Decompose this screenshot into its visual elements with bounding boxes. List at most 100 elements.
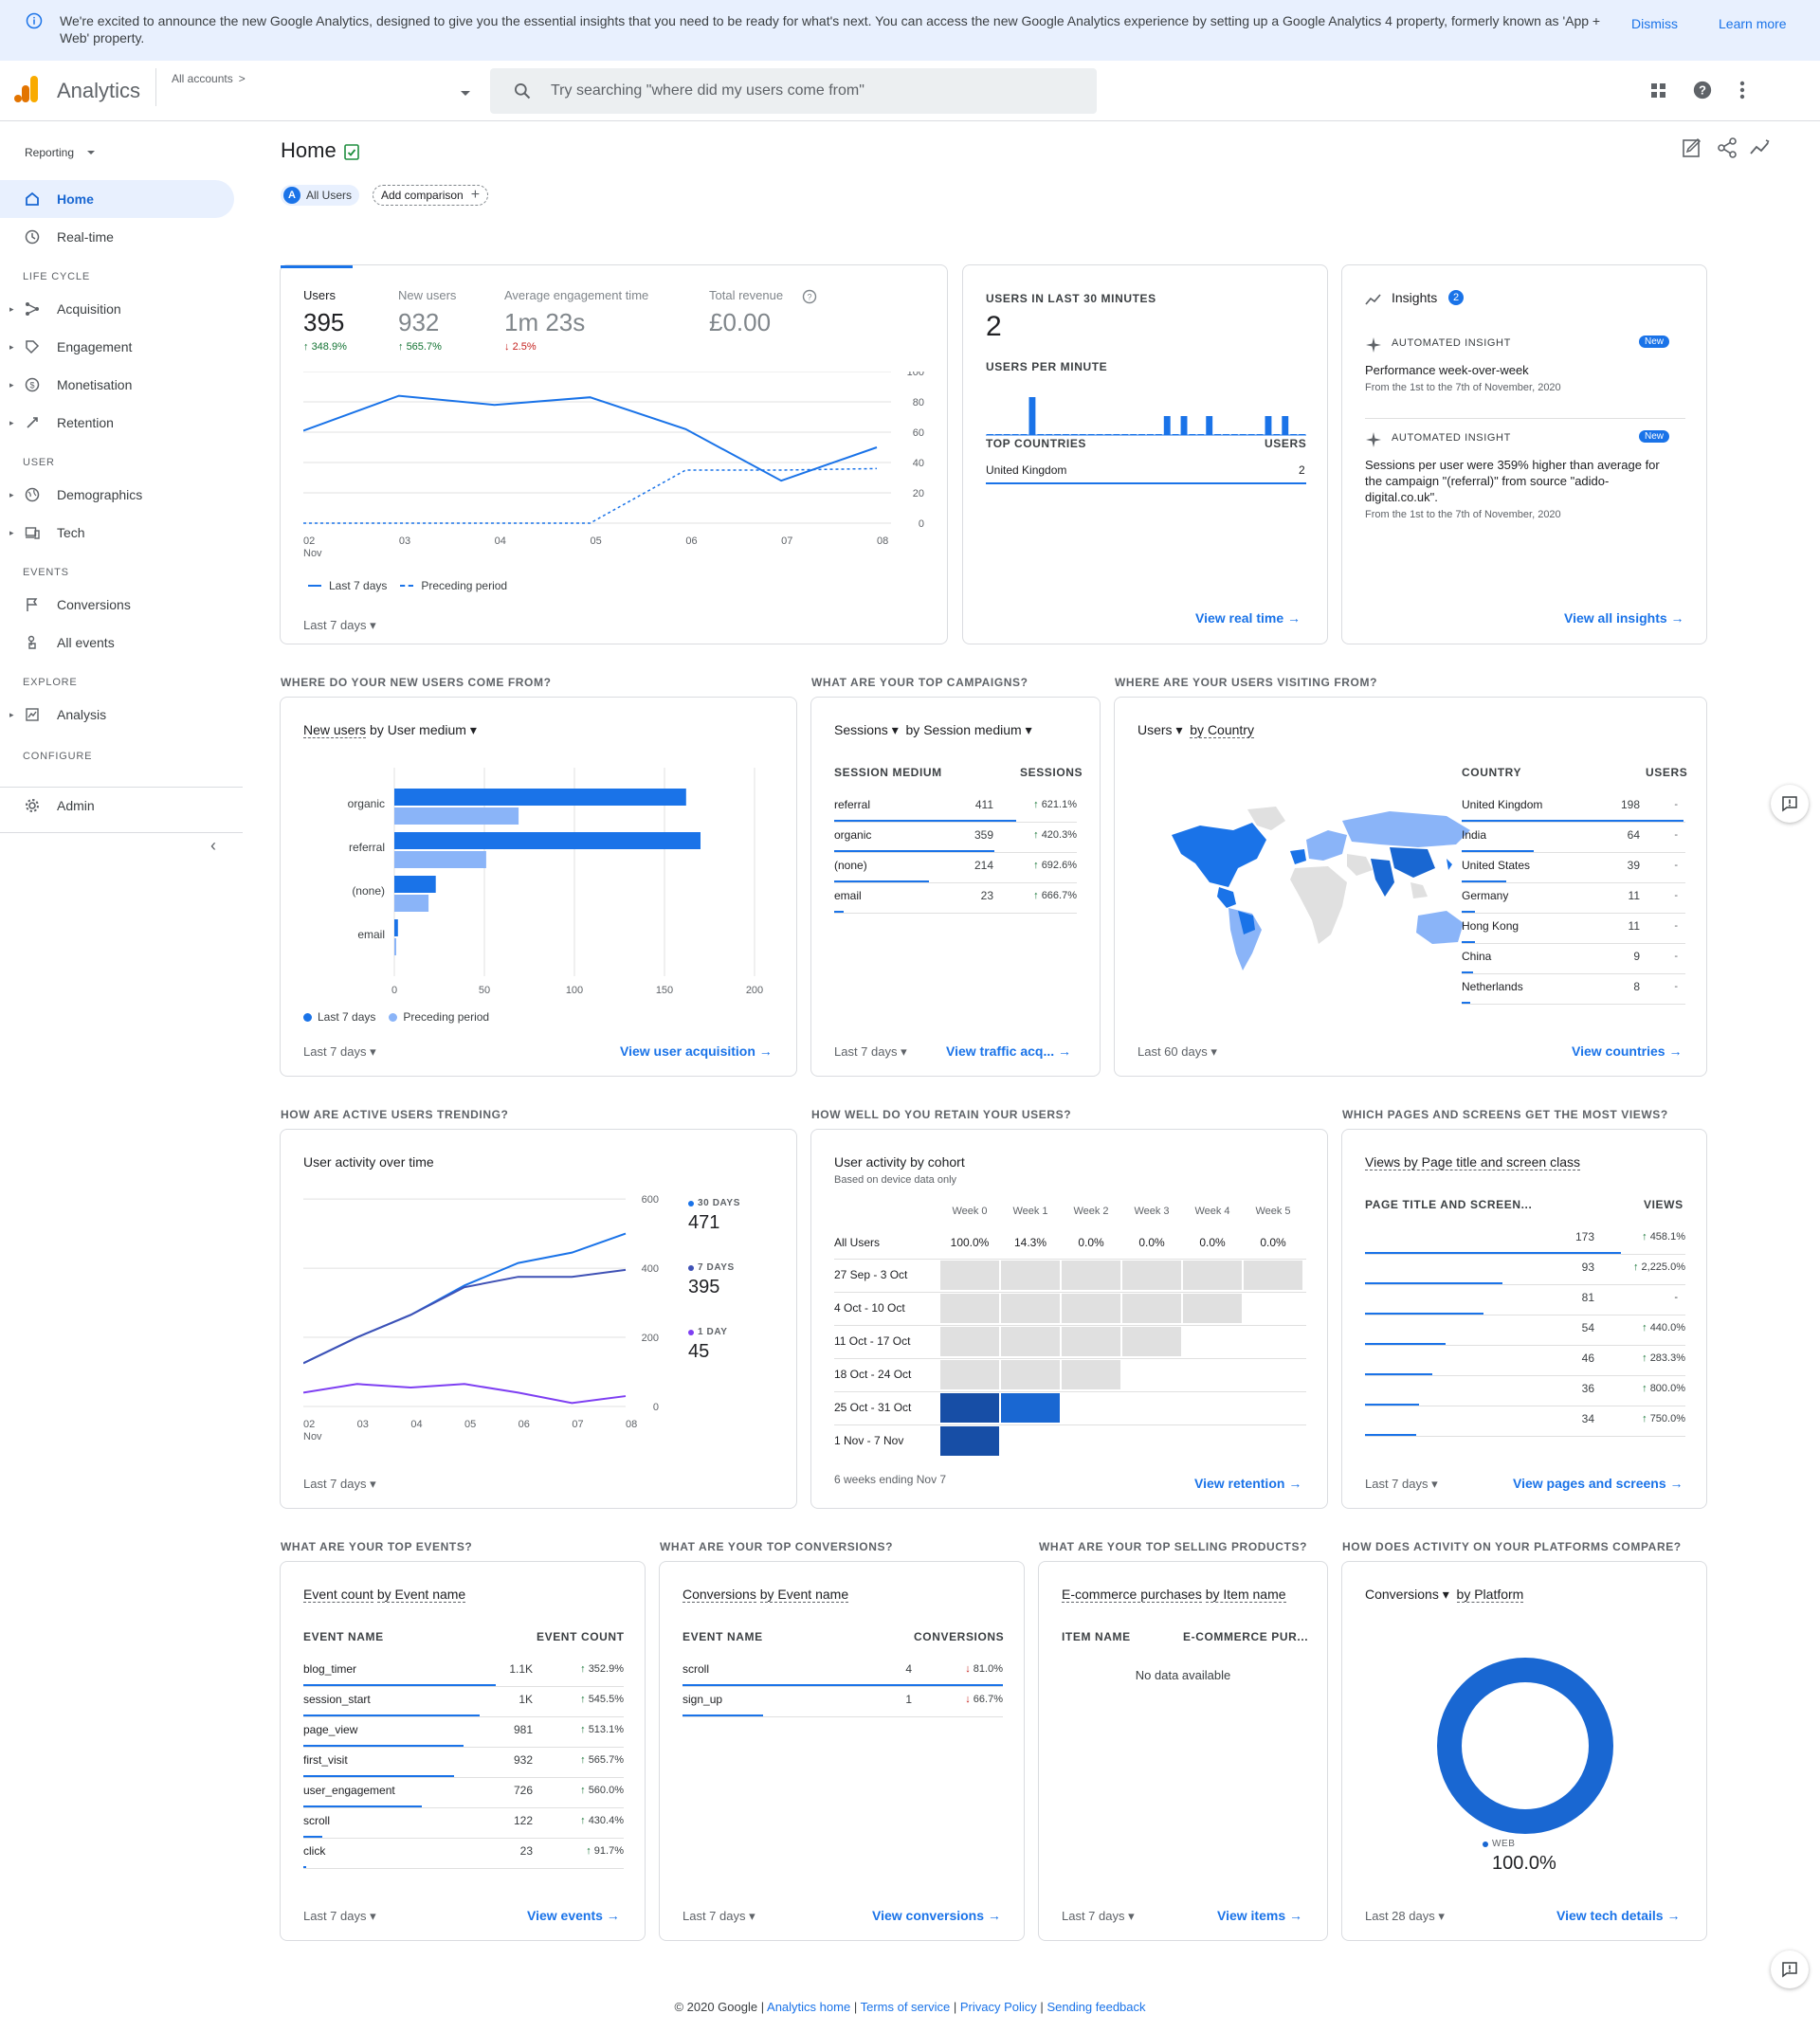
nav-monetisation[interactable]: ▸ $ Monetisation xyxy=(0,366,234,404)
table-row[interactable]: Hong Kong 11 - xyxy=(1462,914,1685,944)
cohort-cell[interactable] xyxy=(940,1261,999,1290)
view-retention-link[interactable]: View retention → xyxy=(1194,1476,1302,1491)
help-icon[interactable]: ? xyxy=(1692,80,1713,100)
date-range-selector[interactable]: Last 60 days ▾ xyxy=(1138,1044,1217,1059)
table-row[interactable]: 93 ↑ 2,225.0% xyxy=(1365,1255,1685,1285)
table-row[interactable]: blog_timer 1.1K ↑ 352.9% xyxy=(303,1657,624,1687)
cohort-cell[interactable] xyxy=(1183,1294,1242,1323)
view-events-link[interactable]: View events → xyxy=(527,1908,620,1923)
feedback-button[interactable] xyxy=(1771,785,1809,823)
nav-admin[interactable]: Admin xyxy=(0,787,234,825)
date-range-selector[interactable]: Last 7 days ▾ xyxy=(834,1044,907,1059)
cohort-cell[interactable] xyxy=(1122,1261,1181,1290)
table-row[interactable]: sign_up 1 ↓ 66.7% xyxy=(682,1687,1003,1717)
share-icon[interactable] xyxy=(1717,137,1738,158)
date-range-selector[interactable]: Last 7 days ▾ xyxy=(1365,1477,1438,1491)
date-range-selector[interactable]: Last 28 days ▾ xyxy=(1365,1909,1445,1923)
table-row[interactable]: (none) 214 ↑ 692.6% xyxy=(834,853,1077,883)
cohort-cell[interactable] xyxy=(1001,1261,1060,1290)
nav-demographics[interactable]: ▸ Demographics xyxy=(0,476,234,514)
metric-tab[interactable]: New users 932 ↑ 565.7% xyxy=(398,288,456,353)
cohort-cell[interactable] xyxy=(1183,1261,1242,1290)
date-range-selector[interactable]: Last 7 days ▾ xyxy=(303,1044,376,1059)
table-row[interactable]: scroll 122 ↑ 430.4% xyxy=(303,1808,624,1839)
table-row[interactable]: Netherlands 8 - xyxy=(1462,974,1685,1005)
table-row[interactable]: first_visit 932 ↑ 565.7% xyxy=(303,1748,624,1778)
cohort-cell[interactable] xyxy=(1062,1261,1120,1290)
table-row[interactable]: United States 39 - xyxy=(1462,853,1685,883)
feedback-button[interactable] xyxy=(1771,1950,1809,1988)
view-pages-link[interactable]: View pages and screens → xyxy=(1513,1476,1684,1491)
view-user-acquisition-link[interactable]: View user acquisition → xyxy=(620,1043,773,1059)
cohort-cell[interactable] xyxy=(1062,1327,1120,1356)
help-icon[interactable]: ? xyxy=(802,289,817,309)
privacy-link[interactable]: Privacy Policy xyxy=(959,2000,1037,2014)
terms-link[interactable]: Terms of service xyxy=(860,2000,951,2014)
acquisition-card-title[interactable]: New users by User medium ▾ xyxy=(303,722,477,738)
view-tech-details-link[interactable]: View tech details → xyxy=(1556,1908,1681,1923)
cohort-cell[interactable] xyxy=(1001,1360,1060,1389)
view-real-time-link[interactable]: View real time → xyxy=(1195,610,1301,626)
customize-report-icon[interactable] xyxy=(1682,137,1702,158)
nav-engagement[interactable]: ▸ Engagement xyxy=(0,328,234,366)
nav-realtime[interactable]: Real-time xyxy=(0,218,234,256)
learn-more-link[interactable]: Learn more xyxy=(1719,16,1787,31)
apps-grid-icon[interactable] xyxy=(1649,82,1668,100)
platforms-card-title[interactable]: Conversions ▾ by Platform xyxy=(1365,1587,1524,1603)
cohort-cell[interactable] xyxy=(1001,1327,1060,1356)
table-row[interactable]: 46 ↑ 283.3% xyxy=(1365,1346,1685,1376)
nav-acquisition[interactable]: ▸ Acquisition xyxy=(0,290,234,328)
search-input[interactable]: Try searching "where did my users come f… xyxy=(551,82,864,99)
cohort-cell[interactable] xyxy=(940,1294,999,1323)
cohort-cell[interactable] xyxy=(1122,1294,1181,1323)
table-row[interactable]: 54 ↑ 440.0% xyxy=(1365,1315,1685,1346)
table-row[interactable]: India 64 - xyxy=(1462,823,1685,853)
cohort-cell[interactable] xyxy=(1062,1360,1120,1389)
cohort-cell[interactable] xyxy=(1001,1393,1060,1423)
table-row[interactable]: United Kingdom 198 - xyxy=(1462,792,1685,823)
nav-home[interactable]: Home xyxy=(0,180,234,218)
table-row[interactable]: click 23 ↑ 91.7% xyxy=(303,1839,624,1869)
table-row[interactable]: 34 ↑ 750.0% xyxy=(1365,1406,1685,1437)
analytics-home-link[interactable]: Analytics home xyxy=(767,2000,851,2014)
table-row[interactable]: organic 359 ↑ 420.3% xyxy=(834,823,1077,853)
segment-chip[interactable]: A All Users xyxy=(281,185,360,206)
view-items-link[interactable]: View items → xyxy=(1217,1908,1303,1923)
view-all-insights-link[interactable]: View all insights → xyxy=(1564,610,1684,626)
cohort-cell[interactable] xyxy=(940,1393,999,1423)
feedback-link[interactable]: Sending feedback xyxy=(1046,2000,1146,2014)
collapse-sidebar-icon[interactable]: ‹ xyxy=(210,836,216,855)
view-countries-link[interactable]: View countries → xyxy=(1572,1043,1683,1059)
table-row[interactable]: China 9 - xyxy=(1462,944,1685,974)
date-range-selector[interactable]: Last 7 days ▾ xyxy=(303,618,376,632)
table-row[interactable]: 81 - xyxy=(1365,1285,1685,1315)
date-range-selector[interactable]: Last 7 days ▾ xyxy=(682,1909,755,1923)
table-row[interactable]: session_start 1K ↑ 545.5% xyxy=(303,1687,624,1717)
date-range-selector[interactable]: Last 7 days ▾ xyxy=(303,1477,376,1491)
reporting-selector[interactable]: Reporting xyxy=(25,146,96,159)
insight-title[interactable]: Sessions per user were 359% higher than … xyxy=(1365,458,1660,504)
campaigns-card-title[interactable]: Sessions ▾ by Session medium ▾ xyxy=(834,722,1032,737)
date-range-selector[interactable]: Last 7 days ▾ xyxy=(1062,1909,1135,1923)
cohort-cell[interactable] xyxy=(1122,1327,1181,1356)
cohort-cell[interactable] xyxy=(940,1360,999,1389)
nav-conversions[interactable]: Conversions xyxy=(0,586,234,624)
insights-trend-icon[interactable] xyxy=(1750,138,1773,157)
more-vert-icon[interactable] xyxy=(1733,80,1752,100)
nav-tech[interactable]: ▸ Tech xyxy=(0,514,234,552)
nav-retention[interactable]: ▸ Retention xyxy=(0,404,234,442)
table-row[interactable]: 173 ↑ 458.1% xyxy=(1365,1225,1685,1255)
add-comparison-button[interactable]: Add comparison + xyxy=(373,185,489,206)
view-conversions-link[interactable]: View conversions → xyxy=(872,1908,1001,1923)
cohort-cell[interactable] xyxy=(1001,1294,1060,1323)
table-row[interactable]: referral 411 ↑ 621.1% xyxy=(834,792,1077,823)
metric-tab[interactable]: Users 395 ↑ 348.9% xyxy=(303,288,347,353)
date-range-selector[interactable]: Last 7 days ▾ xyxy=(303,1909,376,1923)
cohort-cell[interactable] xyxy=(1062,1294,1120,1323)
account-breadcrumb[interactable]: All accounts > xyxy=(172,72,246,85)
table-row[interactable]: scroll 4 ↓ 81.0% xyxy=(682,1657,1003,1687)
table-row[interactable]: email 23 ↑ 666.7% xyxy=(834,883,1077,914)
view-traffic-acquisition-link[interactable]: View traffic acq... → xyxy=(946,1043,1072,1059)
account-dropdown-icon[interactable] xyxy=(461,91,470,96)
cohort-cell[interactable] xyxy=(1244,1261,1302,1290)
